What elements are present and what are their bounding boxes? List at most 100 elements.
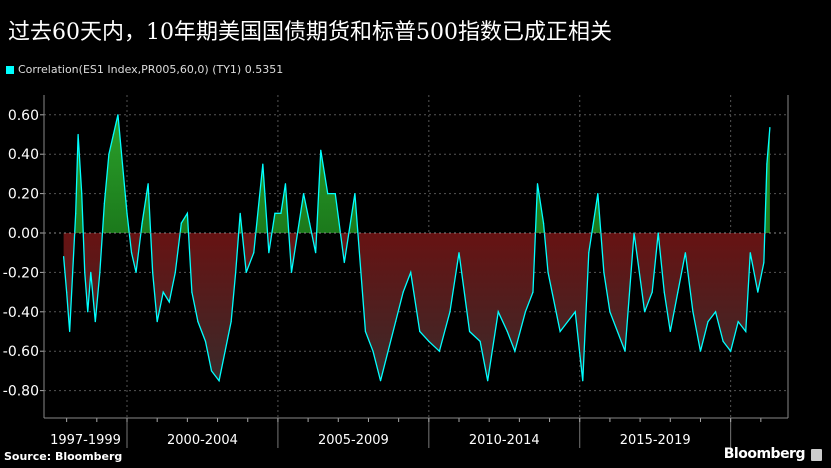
source-note: Source: Bloomberg <box>4 450 123 463</box>
data-point <box>763 261 765 264</box>
data-point <box>280 212 282 214</box>
data-point <box>588 252 590 254</box>
data-point <box>126 212 128 214</box>
data-point <box>224 350 226 352</box>
y-tick-label: 0.60 <box>8 108 39 124</box>
data-point <box>487 380 489 382</box>
data-point <box>262 163 264 165</box>
data-point <box>117 114 119 116</box>
y-tick-label: -0.40 <box>3 305 39 321</box>
data-point <box>99 271 101 273</box>
data-point <box>536 183 539 185</box>
data-point <box>186 212 188 214</box>
data-point <box>707 321 709 323</box>
data-point <box>395 321 397 323</box>
brand-logo: Bloomberg <box>723 446 806 462</box>
data-point <box>582 380 584 382</box>
data-point <box>379 380 382 382</box>
data-point <box>90 271 92 273</box>
legend-swatch <box>6 65 14 74</box>
data-point <box>135 271 137 273</box>
data-point <box>112 133 115 136</box>
data-point <box>84 271 86 273</box>
legend-label: Correlation(ES1 Index,PR005,60,0) (TY1) … <box>18 63 284 76</box>
data-point <box>284 183 287 185</box>
data-point <box>428 340 430 342</box>
data-point <box>438 350 440 352</box>
data-point <box>737 321 739 323</box>
data-point <box>66 291 68 293</box>
data-point <box>542 222 545 224</box>
data-point <box>204 340 207 342</box>
data-point <box>103 202 105 205</box>
data-point <box>769 126 771 129</box>
data-point <box>72 271 74 273</box>
data-point <box>574 311 576 313</box>
data-point <box>745 330 747 333</box>
x-period-label: 2015-2019 <box>620 433 691 448</box>
data-point <box>315 252 317 254</box>
data-point <box>63 256 65 258</box>
y-tick-label: -0.20 <box>3 265 39 281</box>
data-point <box>296 232 299 234</box>
data-point <box>624 350 626 352</box>
data-point <box>616 330 619 333</box>
data-point <box>410 271 412 273</box>
y-tick-label: 0.40 <box>8 147 39 163</box>
data-point <box>81 193 83 195</box>
data-point <box>168 301 170 303</box>
x-period-label: 2005-2009 <box>318 433 389 448</box>
data-point <box>722 340 724 342</box>
data-point <box>162 291 164 293</box>
y-tick-label: -0.80 <box>3 384 39 400</box>
data-point <box>677 291 679 293</box>
correlation-line <box>62 114 771 383</box>
data-point <box>372 350 374 352</box>
data-point <box>327 193 329 195</box>
data-point <box>69 330 71 333</box>
data-point <box>514 350 516 352</box>
data-point <box>180 222 182 224</box>
chart-title: 过去60天内，10年期美国国债期货和标普500指数已成正相关 <box>8 20 612 45</box>
data-point <box>268 252 270 254</box>
data-point <box>77 133 79 136</box>
data-point <box>108 153 110 155</box>
legend: Correlation(ES1 Index,PR005,60,0) (TY1) … <box>6 63 283 76</box>
bloomberg-chart-icon <box>811 449 822 461</box>
data-point <box>468 330 471 333</box>
data-point <box>458 252 460 254</box>
data-point <box>156 321 158 323</box>
data-point <box>130 252 133 254</box>
data-point <box>684 252 686 254</box>
negative-area <box>63 233 770 381</box>
data-point <box>387 350 389 352</box>
data-point <box>547 271 549 273</box>
data-point <box>121 163 124 165</box>
data-point <box>87 311 89 313</box>
data-point <box>603 271 605 273</box>
data-point <box>302 193 305 195</box>
x-period-label: 1997-1999 <box>50 433 121 448</box>
data-point <box>354 193 356 195</box>
data-point <box>402 291 404 293</box>
data-point <box>559 330 561 333</box>
data-point <box>757 291 759 293</box>
data-point <box>210 370 213 372</box>
data-point <box>94 321 96 323</box>
data-point <box>290 271 293 273</box>
data-point <box>609 311 611 313</box>
data-point <box>714 311 717 313</box>
data-point <box>597 193 599 195</box>
data-point <box>657 232 659 234</box>
data-point <box>191 291 193 293</box>
data-point <box>230 321 232 323</box>
data-point <box>235 271 237 273</box>
data-point <box>274 212 276 214</box>
data-point <box>651 291 653 293</box>
data-point <box>749 252 751 254</box>
data-point <box>245 271 247 273</box>
data-point <box>524 311 527 313</box>
x-period-label: 2000-2004 <box>167 433 238 448</box>
data-point <box>644 311 646 313</box>
